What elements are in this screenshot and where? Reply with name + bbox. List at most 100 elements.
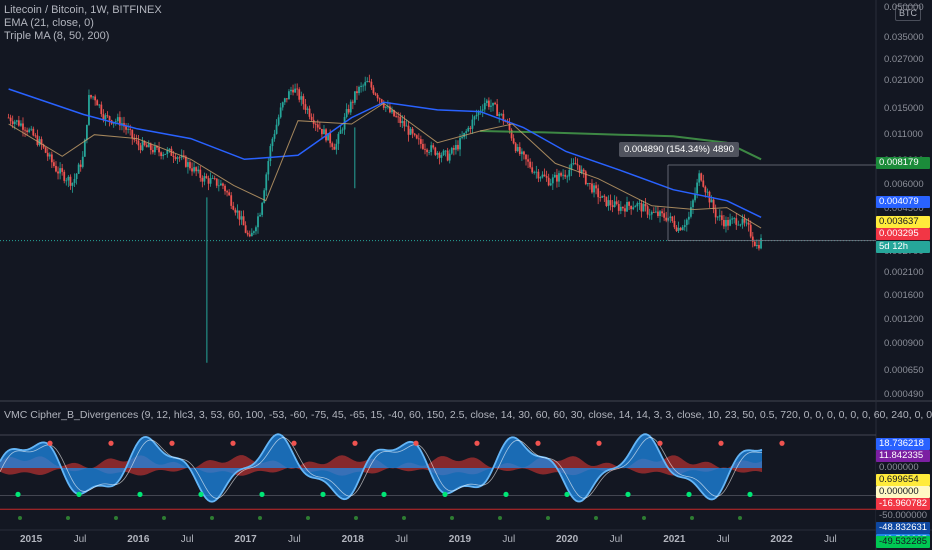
x-tick-label: 2016 [127, 534, 150, 545]
candle-body [147, 143, 150, 148]
candle-body [166, 150, 169, 154]
x-tick-label: 2019 [448, 534, 472, 545]
candle-body [102, 114, 105, 120]
candle-body [298, 89, 301, 100]
candle-body [252, 231, 255, 233]
candle-body [665, 217, 668, 221]
candle-body [197, 169, 200, 172]
candle-body [36, 135, 39, 145]
candle-body [601, 195, 604, 198]
candle-body [55, 166, 57, 172]
candle-body [599, 197, 602, 198]
candle-body [67, 176, 70, 181]
candle-body [339, 130, 342, 134]
candle-body [669, 216, 672, 218]
candle-body [244, 225, 247, 233]
candle-body [642, 203, 645, 212]
candle-body [63, 171, 66, 181]
candle-body [566, 176, 569, 178]
signal-marker [354, 516, 358, 520]
candle-body [364, 82, 367, 86]
y-tick-label: 0.035000 [884, 31, 924, 43]
currency-badge[interactable]: BTC [895, 5, 921, 21]
ema-legend-label[interactable]: EMA (21, close, 0) [4, 17, 94, 29]
price-tag: 0.003637 [876, 216, 930, 228]
candle-body [193, 167, 195, 172]
candle-body [234, 209, 237, 213]
indicator-legend-label[interactable]: VMC Cipher_B_Divergences (9, 12, hlc3, 3… [4, 409, 932, 421]
candle-body [455, 144, 457, 150]
candle-body [568, 169, 571, 177]
triple-ma-legend-label[interactable]: Triple MA (8, 50, 200) [4, 30, 110, 42]
symbol-title[interactable]: Litecoin / Bitcoin, 1W, BITFINEX [4, 4, 162, 16]
buy-signal-dot [381, 491, 387, 497]
signal-marker [402, 516, 406, 520]
candle-body [450, 148, 453, 154]
candle-body [34, 135, 37, 137]
candle-body [333, 146, 336, 150]
candle-body [232, 205, 235, 210]
candle-body [475, 114, 478, 117]
candle-body [640, 203, 643, 212]
x-tick-label: Jul [716, 534, 730, 545]
candle-body [257, 216, 259, 228]
candle-body [191, 168, 193, 172]
candle-body [576, 164, 579, 166]
candle-body [580, 169, 583, 174]
candle-body [22, 123, 24, 130]
candle-body [118, 117, 121, 126]
candle-body [582, 169, 585, 172]
candle-body [57, 171, 59, 174]
candle-body [236, 210, 239, 213]
candle-body [619, 206, 622, 211]
candle-body [116, 117, 119, 122]
candle-body [694, 193, 696, 201]
candle-body [634, 206, 637, 208]
candle-body [160, 152, 163, 157]
candle-body [275, 124, 278, 134]
buy-signal-dot [15, 491, 21, 497]
candle-body [187, 162, 189, 167]
y-tick-label: 0.000650 [884, 365, 924, 377]
x-tick-label: 2015 [20, 534, 43, 545]
candle-body [609, 200, 612, 206]
candle-body [335, 143, 338, 150]
candle-body [698, 173, 701, 183]
candle-body [508, 122, 511, 130]
candle-body [178, 157, 181, 159]
candle-body [591, 183, 593, 193]
candle-body [30, 128, 33, 130]
candle-body [702, 180, 705, 187]
ma-50-line [8, 88, 762, 218]
candle-body [199, 169, 202, 178]
candle-body [94, 96, 97, 101]
candle-body [529, 161, 532, 168]
candle-body [176, 157, 179, 159]
candle-body [413, 133, 416, 136]
candle-body [704, 186, 707, 193]
indicator-value-tag: 11.842335 [876, 450, 930, 462]
candle-body [141, 141, 144, 151]
wave-line-2 [0, 437, 763, 499]
candle-body [485, 100, 488, 104]
candle-body [545, 176, 548, 178]
candle-body [706, 191, 709, 193]
candle-body [741, 218, 744, 225]
candle-body [673, 220, 676, 228]
y-tick-label: 0.001200 [884, 314, 924, 326]
candle-body [269, 146, 272, 162]
candle-body [370, 81, 373, 88]
candle-body [589, 183, 591, 184]
candle-body [362, 85, 365, 87]
candle-body [731, 218, 734, 220]
candle-body [288, 91, 290, 100]
candle-body [207, 178, 210, 184]
candle-body [164, 153, 167, 155]
candle-body [88, 95, 90, 125]
candle-body [714, 209, 717, 218]
candle-body [368, 81, 371, 82]
candle-body [203, 176, 206, 182]
candle-body [500, 113, 503, 115]
buy-signal-dot [320, 491, 326, 497]
